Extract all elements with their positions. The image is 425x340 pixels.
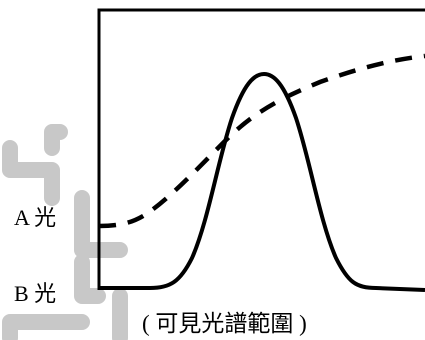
watermark <box>2 124 128 340</box>
curve-b-line <box>99 72 425 292</box>
plot-frame <box>97 8 425 290</box>
x-axis-label: ( 可見光譜範圍 ) <box>142 311 307 336</box>
curve-a-label: A 光 <box>14 205 56 230</box>
curve-a-line <box>98 53 425 229</box>
curve-b-label: B 光 <box>14 281 56 306</box>
